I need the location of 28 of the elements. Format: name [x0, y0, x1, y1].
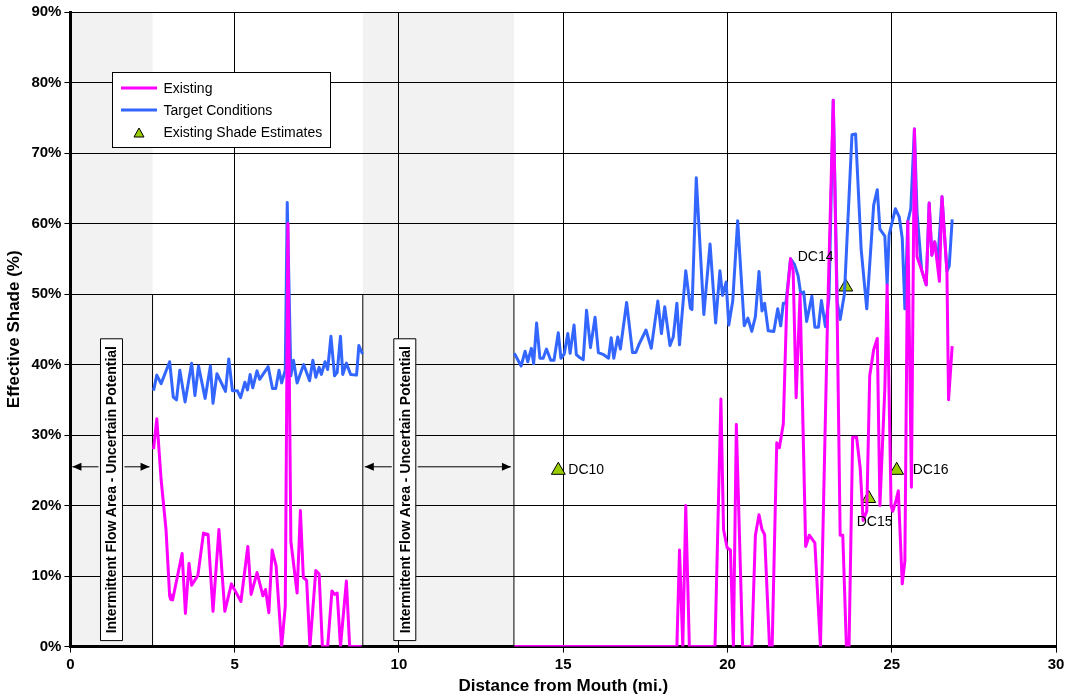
y-tick-label: 60% [31, 213, 62, 231]
y-tick-label: 50% [31, 284, 62, 302]
x-tick-label: 15 [554, 654, 572, 672]
x-tick-label: 30 [1047, 654, 1065, 672]
y-tick-label: 40% [31, 354, 62, 372]
x-axis-title: Distance from Mouth (mi.) [458, 676, 669, 696]
band-label: Intermittent Flow Area - Uncertain Potential [396, 346, 413, 634]
point [550, 461, 566, 475]
x-tick-label: 20 [719, 654, 736, 672]
band-label: Intermittent Flow Area - Uncertain Potential [103, 346, 120, 634]
legend-label: Existing [163, 79, 213, 98]
y-tick-label: 80% [31, 72, 62, 90]
y-tick-label: 90% [31, 2, 62, 20]
x-tick-label: 5 [230, 654, 239, 672]
legend-label: Existing Shade Estimates [163, 123, 323, 142]
y-tick-label: 70% [31, 143, 62, 161]
y-tick-label: 30% [31, 425, 62, 443]
y-axis-title: Effective Shade (%) [3, 250, 23, 409]
x-tick-label: 10 [390, 654, 408, 672]
annotation: DC15 [856, 513, 893, 530]
legend-label: Target Conditions [163, 101, 273, 120]
y-tick-label: 0% [39, 636, 62, 654]
y-tick-label: 20% [31, 495, 62, 513]
annotation: DC10 [568, 461, 605, 478]
x-tick-label: 0 [66, 654, 75, 672]
x-tick-label: 25 [883, 654, 901, 672]
y-tick-label: 10% [31, 566, 62, 584]
annotation: DC16 [912, 461, 949, 478]
